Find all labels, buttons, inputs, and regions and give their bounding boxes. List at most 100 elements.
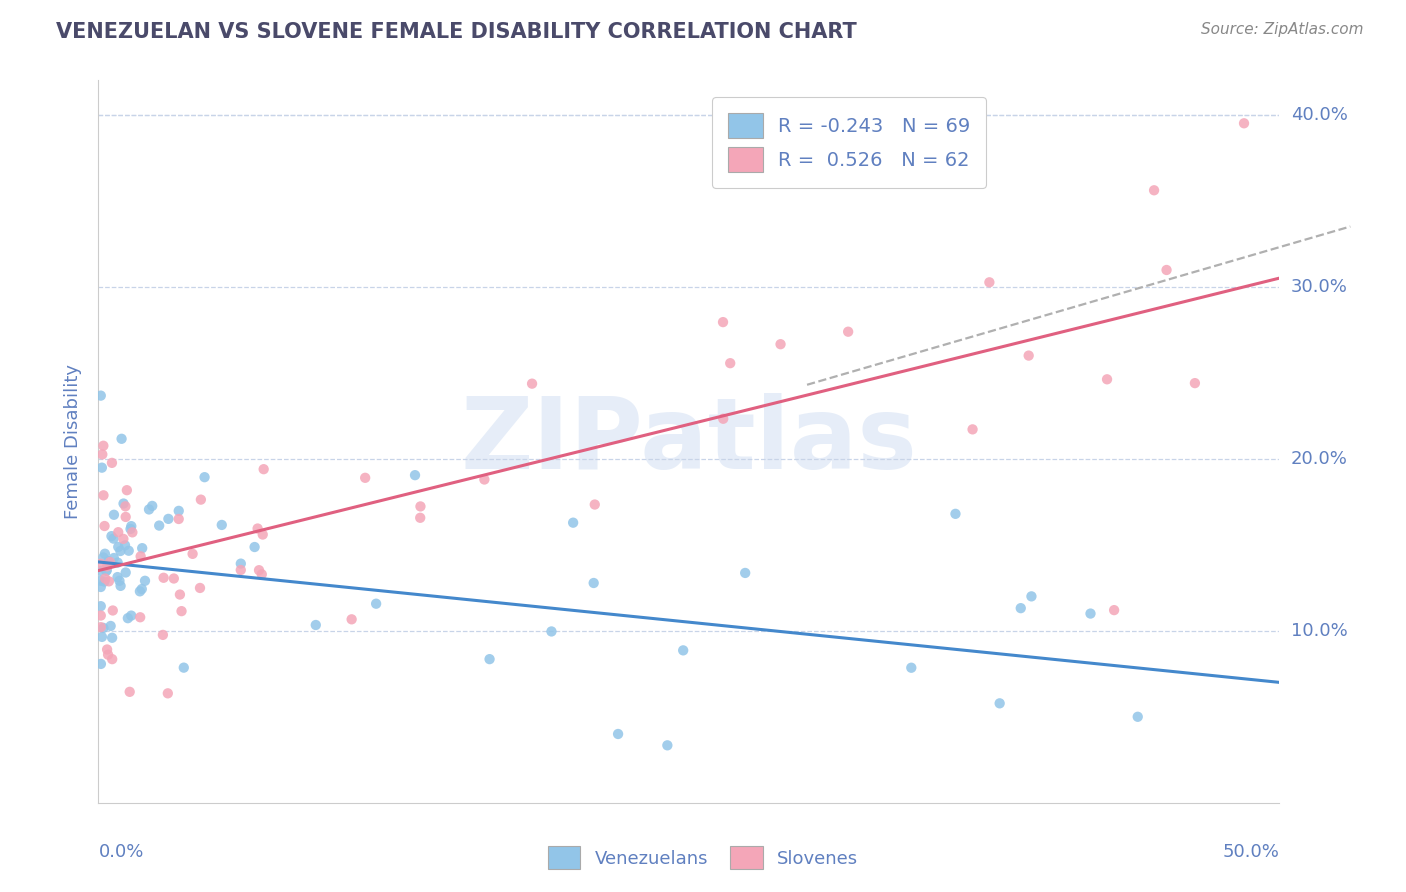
Point — [711, 411, 734, 425]
Point — [152, 571, 174, 585]
Point — [90, 657, 112, 671]
Point — [129, 584, 152, 599]
Point — [1184, 376, 1206, 391]
Point — [120, 519, 142, 533]
Point — [121, 525, 143, 540]
Point — [657, 739, 679, 753]
Point — [1126, 710, 1149, 724]
Point — [114, 510, 136, 524]
Point — [945, 507, 967, 521]
Point — [474, 473, 496, 487]
Point — [91, 630, 114, 644]
Point — [98, 555, 121, 569]
Point — [188, 581, 211, 595]
Point — [93, 519, 115, 533]
Point — [404, 468, 426, 483]
Point — [1233, 116, 1256, 130]
Text: VENEZUELAN VS SLOVENE FEMALE DISABILITY CORRELATION CHART: VENEZUELAN VS SLOVENE FEMALE DISABILITY … — [56, 22, 858, 42]
Point — [134, 574, 156, 588]
Point — [114, 538, 136, 552]
Point — [97, 554, 120, 568]
Point — [409, 500, 432, 514]
Point — [100, 619, 122, 633]
Point — [107, 525, 129, 540]
Point — [1021, 590, 1043, 604]
Point — [93, 550, 115, 565]
Text: 0.0%: 0.0% — [98, 843, 143, 861]
Point — [107, 540, 129, 554]
Text: 50.0%: 50.0% — [1223, 843, 1279, 861]
Point — [120, 608, 142, 623]
Text: Source: ZipAtlas.com: Source: ZipAtlas.com — [1201, 22, 1364, 37]
Point — [90, 460, 112, 475]
Point — [718, 356, 741, 370]
Point — [96, 559, 118, 574]
Point — [107, 570, 129, 584]
Point — [243, 540, 266, 554]
Point — [1143, 183, 1166, 197]
Point — [141, 499, 163, 513]
Point — [90, 557, 112, 571]
Point — [540, 624, 562, 639]
Point — [117, 611, 139, 625]
Point — [247, 563, 270, 577]
Text: 10.0%: 10.0% — [1291, 622, 1347, 640]
Point — [129, 549, 152, 564]
Point — [583, 498, 606, 512]
Point — [112, 496, 135, 510]
Point — [90, 574, 112, 588]
Legend: Venezuelans, Slovenes: Venezuelans, Slovenes — [538, 838, 868, 879]
Point — [101, 631, 124, 645]
Point — [103, 551, 125, 566]
Point — [96, 563, 118, 577]
Point — [672, 643, 695, 657]
Point — [90, 599, 112, 614]
Point — [1010, 601, 1032, 615]
Point — [988, 696, 1011, 710]
Point — [190, 492, 212, 507]
Point — [108, 574, 131, 588]
Point — [90, 608, 112, 623]
Point — [1102, 603, 1125, 617]
Point — [103, 532, 125, 546]
Point — [97, 558, 120, 573]
Point — [305, 618, 328, 632]
Point — [246, 522, 269, 536]
Point — [157, 512, 180, 526]
Point — [181, 547, 204, 561]
Point — [115, 483, 138, 498]
Point — [409, 510, 432, 524]
Text: 20.0%: 20.0% — [1291, 450, 1347, 467]
Point — [1018, 349, 1040, 363]
Point — [107, 556, 129, 570]
Point — [148, 518, 170, 533]
Point — [131, 582, 153, 596]
Point — [769, 337, 792, 351]
Point — [93, 574, 115, 589]
Point — [252, 527, 274, 541]
Point — [163, 572, 186, 586]
Point — [170, 604, 193, 618]
Point — [167, 504, 190, 518]
Point — [91, 447, 114, 461]
Point — [96, 564, 118, 578]
Point — [90, 564, 112, 578]
Point — [93, 621, 115, 635]
Point — [1095, 372, 1118, 386]
Point — [711, 315, 734, 329]
Point — [354, 471, 377, 485]
Point — [340, 612, 363, 626]
Legend: R = -0.243   N = 69, R =  0.526   N = 62: R = -0.243 N = 69, R = 0.526 N = 62 — [713, 97, 986, 188]
Point — [837, 325, 859, 339]
Point — [734, 566, 756, 580]
Point — [131, 541, 153, 556]
Point — [93, 488, 115, 502]
Point — [96, 642, 118, 657]
Point — [120, 522, 142, 536]
Point — [962, 422, 984, 436]
Point — [90, 620, 112, 634]
Point — [93, 439, 115, 453]
Point — [1080, 607, 1102, 621]
Point — [97, 574, 120, 589]
Y-axis label: Female Disability: Female Disability — [65, 364, 83, 519]
